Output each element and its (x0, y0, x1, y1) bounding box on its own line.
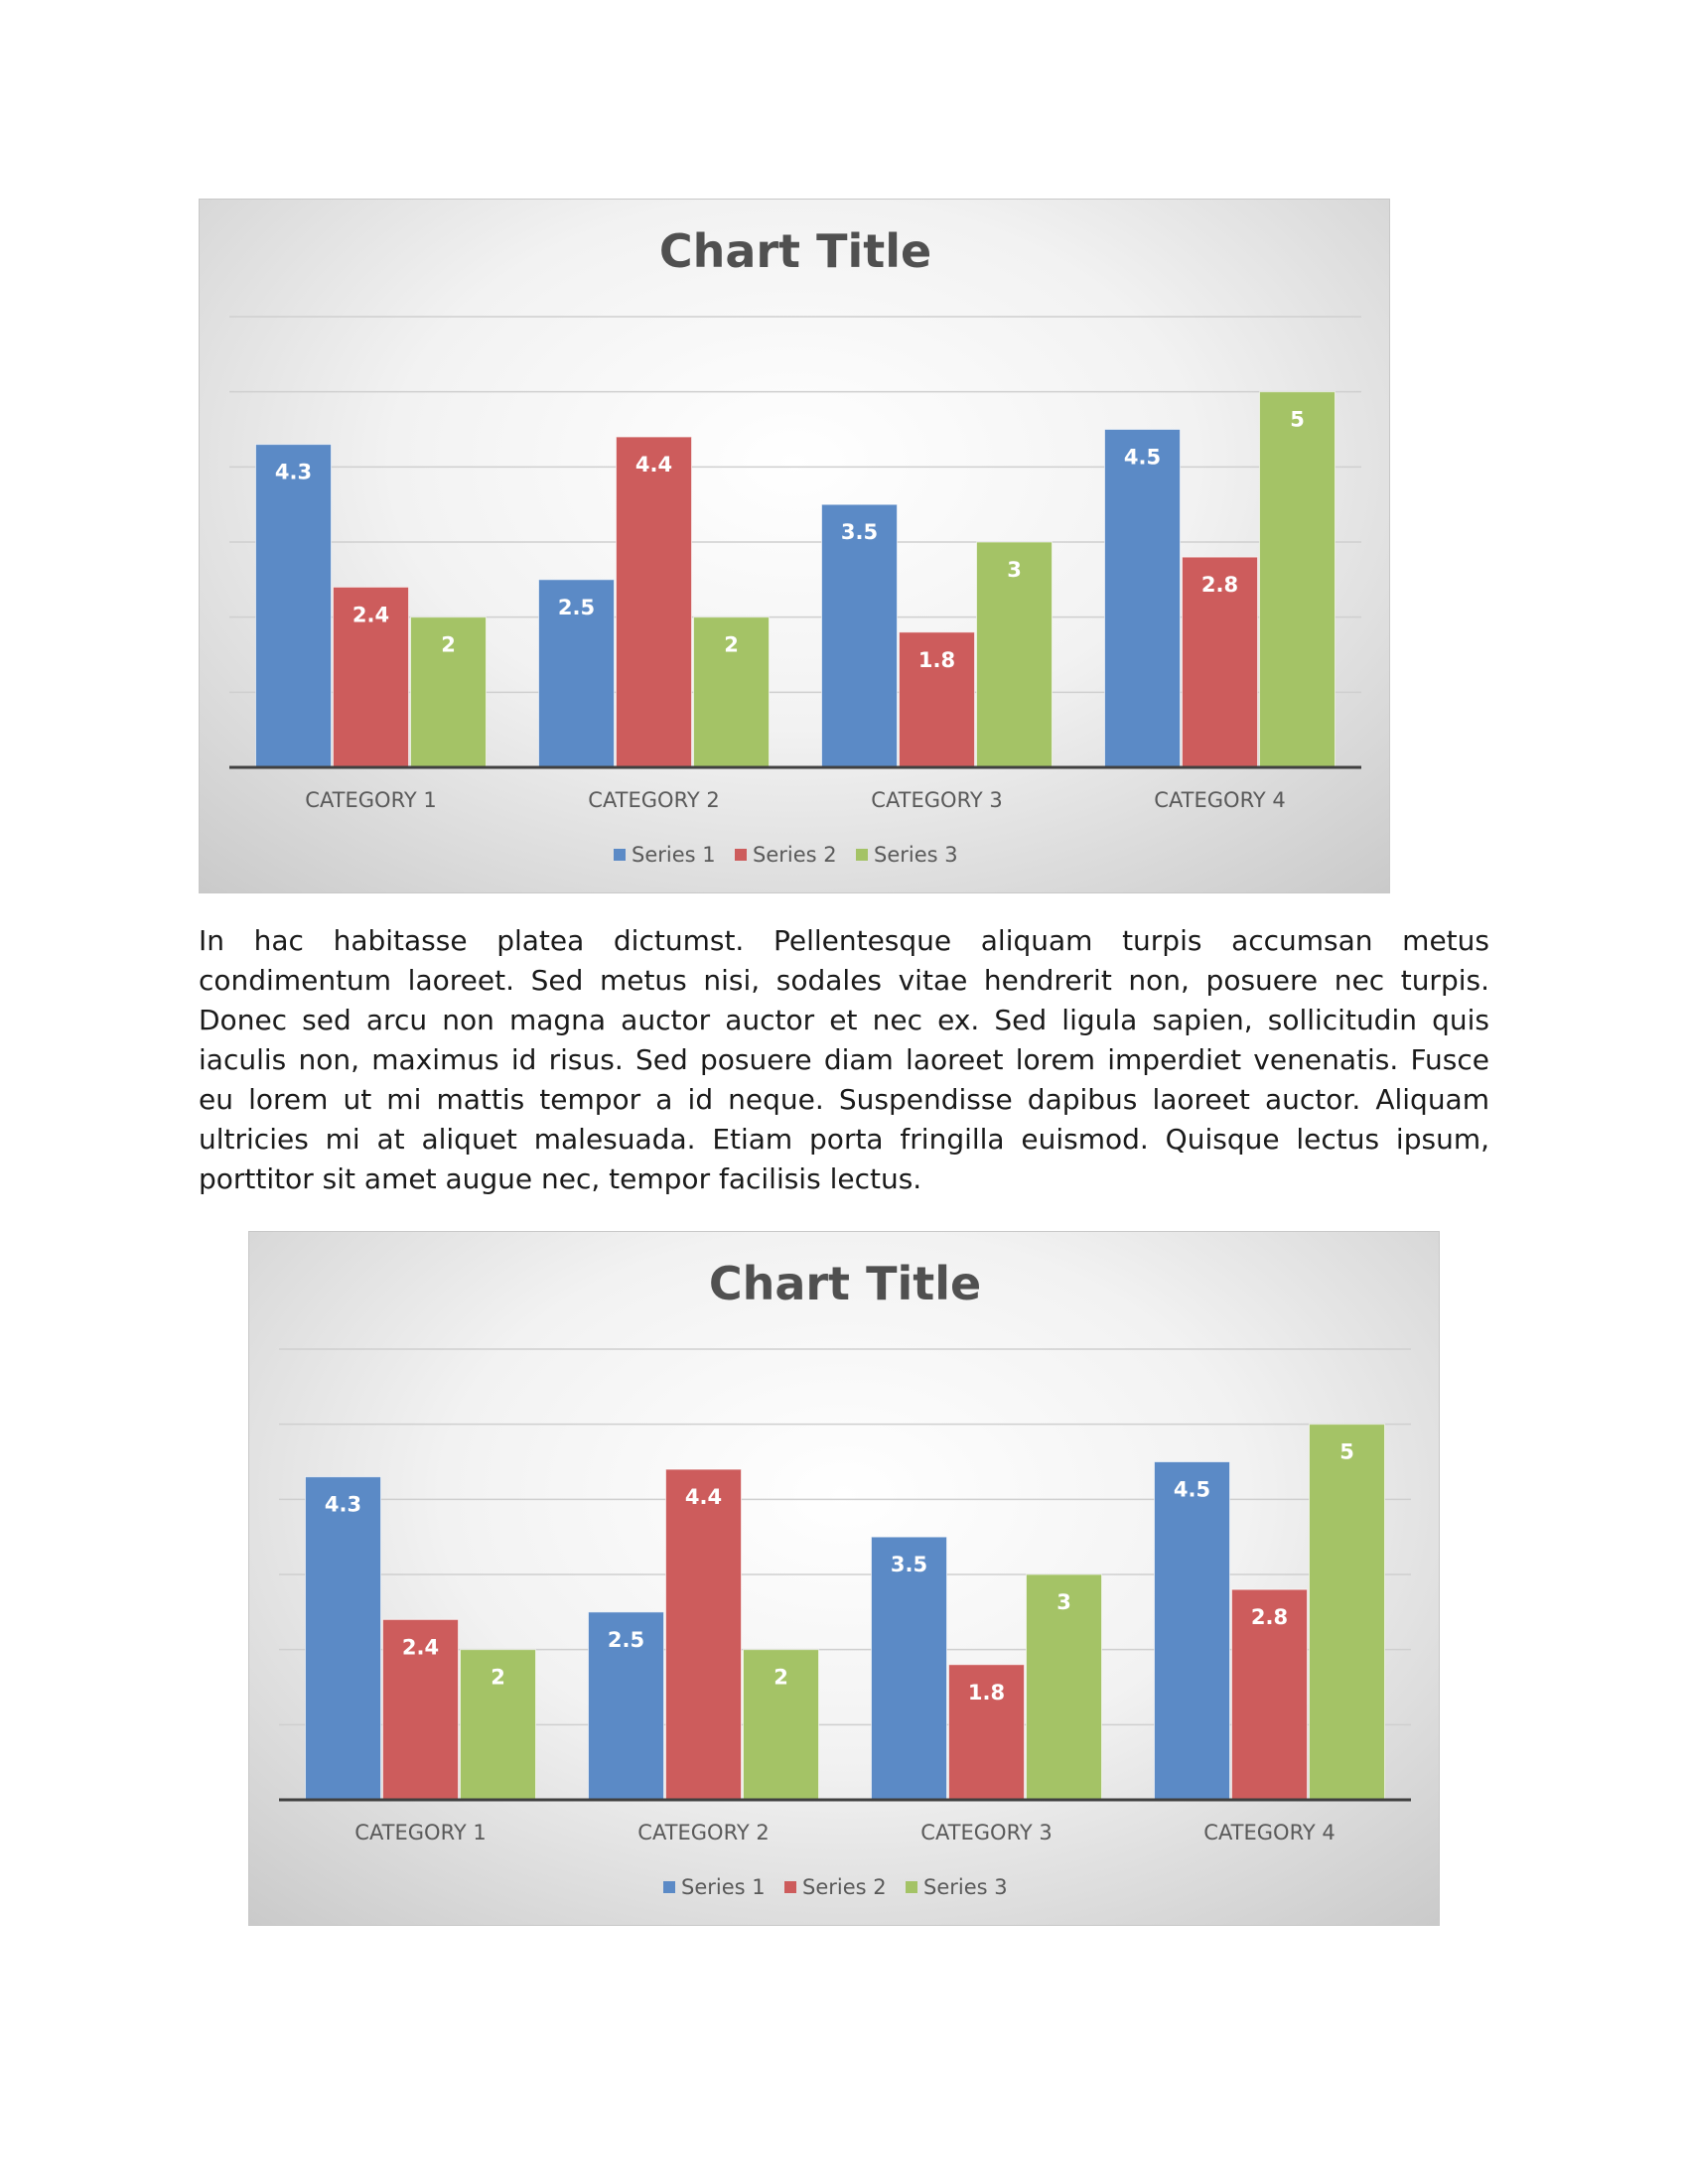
bar-3-3 (976, 541, 1053, 768)
bar-1-2 (588, 1611, 664, 1801)
data-label: 5 (1339, 1440, 1354, 1464)
data-label: 2.8 (1201, 573, 1238, 597)
chart-bottom-svg: Chart Title 4.3 2.4 2 CATEGORY 1 2.5 4.4 2 CATEG… (279, 1257, 1411, 1899)
category-label: CATEGORY 3 (871, 788, 1002, 812)
bar-2-2 (616, 436, 692, 768)
bar-3-4 (1309, 1424, 1385, 1801)
data-label: 3 (1007, 558, 1022, 582)
data-label: 5 (1290, 408, 1305, 432)
data-label: 2.5 (558, 596, 595, 619)
legend-label: Series 1 (632, 843, 716, 867)
bar-1-4 (1154, 1461, 1230, 1801)
data-label: 2 (724, 633, 739, 657)
data-label: 2.4 (352, 603, 389, 626)
category-label: CATEGORY 1 (305, 788, 436, 812)
chart-top-svg: Chart Title 4.3 2.4 2 CATEGORY 1 2.5 4.4 2 CATEG… (229, 224, 1361, 867)
bar-3-2 (743, 1649, 819, 1801)
data-label: 2 (441, 633, 456, 657)
chart-title: Chart Title (709, 1257, 981, 1310)
data-label: 3.5 (891, 1553, 927, 1576)
bar-2-4 (1182, 556, 1258, 768)
legend-swatch (906, 1881, 917, 1893)
data-label: 4.4 (685, 1485, 722, 1509)
legend-swatch (856, 849, 868, 861)
data-label: 2.4 (402, 1635, 439, 1659)
bar-1-1 (305, 1476, 381, 1801)
data-label: 4.3 (275, 461, 312, 484)
legend-label: Series 3 (874, 843, 958, 867)
legend-label: Series 1 (681, 1875, 766, 1899)
legend-swatch (784, 1881, 796, 1893)
bar-1-2 (538, 579, 615, 768)
data-label: 4.4 (635, 453, 672, 477)
bar-2-3 (948, 1664, 1025, 1801)
bar-2-2 (665, 1468, 742, 1801)
legend-label: Series 2 (802, 1875, 887, 1899)
data-label: 2 (774, 1666, 788, 1690)
bar-2-1 (382, 1618, 459, 1801)
category-label: CATEGORY 3 (920, 1821, 1052, 1844)
data-label: 3 (1056, 1590, 1071, 1614)
data-label: 2.8 (1251, 1605, 1288, 1629)
legend-swatch (735, 849, 747, 861)
chart-bottom: Chart Title 4.3 2.4 2 CATEGORY 1 2.5 4.4 2 CATEG… (248, 1231, 1440, 1926)
bar-3-2 (693, 616, 770, 768)
legend-swatch (663, 1881, 675, 1893)
data-label: 1.8 (968, 1681, 1005, 1705)
body-paragraph: In hac habitasse platea dictumst. Pellen… (199, 924, 1489, 1195)
bar-3-3 (1026, 1573, 1102, 1801)
data-label: 2.5 (608, 1628, 644, 1652)
category-label: CATEGORY 4 (1203, 1821, 1335, 1844)
bar-1-3 (871, 1536, 947, 1801)
category-label: CATEGORY 2 (637, 1821, 769, 1844)
bar-3-4 (1259, 391, 1336, 768)
category-label: CATEGORY 2 (588, 788, 719, 812)
category-label: CATEGORY 4 (1154, 788, 1285, 812)
data-label: 2 (491, 1666, 505, 1690)
data-label: 1.8 (918, 648, 955, 672)
bar-3-1 (460, 1649, 536, 1801)
legend-label: Series 3 (923, 1875, 1008, 1899)
legend-label: Series 2 (753, 843, 837, 867)
bar-1-1 (255, 444, 332, 768)
bar-2-3 (899, 631, 975, 768)
chart-title: Chart Title (659, 224, 931, 278)
bar-3-1 (410, 616, 487, 768)
data-label: 3.5 (841, 520, 878, 544)
bar-1-4 (1104, 429, 1181, 768)
chart-top: Chart Title 4.3 2.4 2 CATEGORY 1 2.5 4.4 2 CATEG… (199, 199, 1390, 893)
category-label: CATEGORY 1 (354, 1821, 486, 1844)
legend-swatch (614, 849, 626, 861)
bar-1-3 (821, 503, 898, 768)
data-label: 4.5 (1124, 446, 1161, 470)
data-label: 4.5 (1174, 1478, 1210, 1502)
data-label: 4.3 (325, 1493, 361, 1517)
bar-2-4 (1231, 1588, 1308, 1801)
